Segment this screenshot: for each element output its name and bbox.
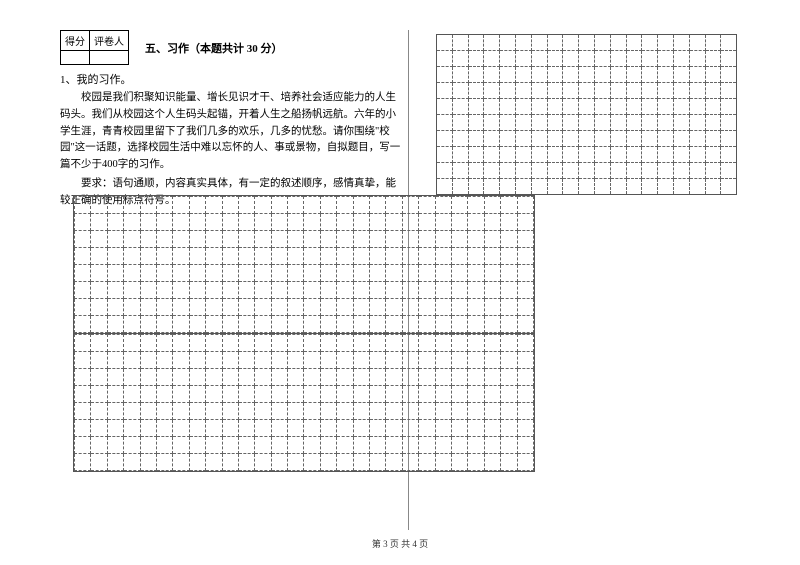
grid-right-block (436, 34, 737, 195)
writing-grid-right (436, 34, 737, 195)
writing-grid-main (73, 195, 535, 472)
grader-blank-cell (90, 51, 129, 65)
grid-block-2 (73, 333, 535, 472)
score-grader-table: 得分 评卷人 (60, 30, 129, 65)
grader-label-cell: 评卷人 (90, 31, 129, 51)
score-label-cell: 得分 (61, 31, 90, 51)
score-blank-cell (61, 51, 90, 65)
section-title: 五、习作（本题共计 30 分） (139, 40, 283, 56)
page-footer: 第 3 页 共 4 页 (0, 537, 800, 550)
grid-block-1 (73, 195, 535, 333)
prompt-paragraph-1: 校园是我们积聚知识能量、增长见识才干、培养社会适应能力的人生码头。我们从校园这个… (60, 90, 404, 174)
